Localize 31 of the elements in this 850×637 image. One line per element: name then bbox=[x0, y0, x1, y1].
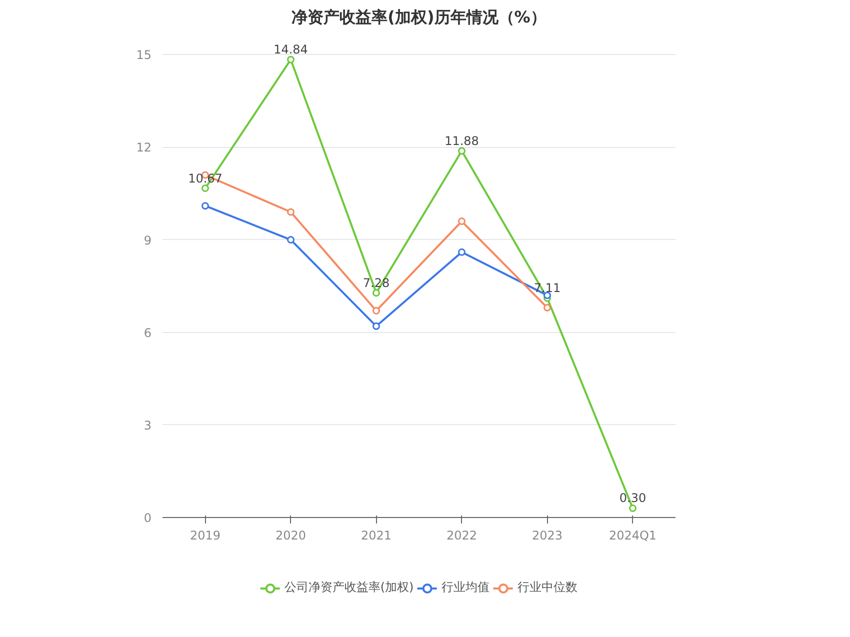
x-tick-label: 2020 bbox=[275, 528, 306, 542]
chart-title: 净资产收益率(加权)历年情况（%） bbox=[292, 8, 546, 26]
point bbox=[372, 307, 380, 314]
legend-label: 公司净资产收益率(加权) bbox=[284, 579, 414, 596]
data-label: 11.88 bbox=[444, 134, 479, 148]
y-tick-label: 15 bbox=[136, 48, 152, 62]
y-tick-label: 9 bbox=[144, 233, 152, 248]
legend-label: 行业均值 bbox=[442, 579, 490, 596]
point bbox=[202, 202, 209, 210]
point bbox=[458, 147, 466, 155]
point bbox=[629, 504, 636, 512]
point bbox=[544, 304, 551, 312]
data-label: 14.84 bbox=[274, 42, 308, 57]
point bbox=[372, 322, 380, 330]
y-tick-label: 0 bbox=[144, 511, 152, 525]
y-tick-label: 6 bbox=[144, 326, 152, 340]
point bbox=[287, 56, 294, 64]
x-tick-label: 2021 bbox=[360, 528, 392, 542]
y-tick-label: 12 bbox=[136, 140, 152, 155]
y-tick-label: 3 bbox=[144, 418, 152, 432]
point bbox=[202, 184, 209, 192]
point bbox=[287, 236, 294, 244]
x-tick-label: 2024Q1 bbox=[608, 528, 657, 542]
point bbox=[458, 218, 466, 226]
point bbox=[287, 208, 294, 216]
x-tick-label: 2023 bbox=[532, 528, 563, 542]
point bbox=[458, 248, 466, 256]
point bbox=[372, 289, 380, 297]
x-tick-label: 2019 bbox=[190, 528, 221, 542]
x-tick-label: 2022 bbox=[446, 528, 478, 542]
legend-label: 行业中位数 bbox=[518, 579, 578, 596]
